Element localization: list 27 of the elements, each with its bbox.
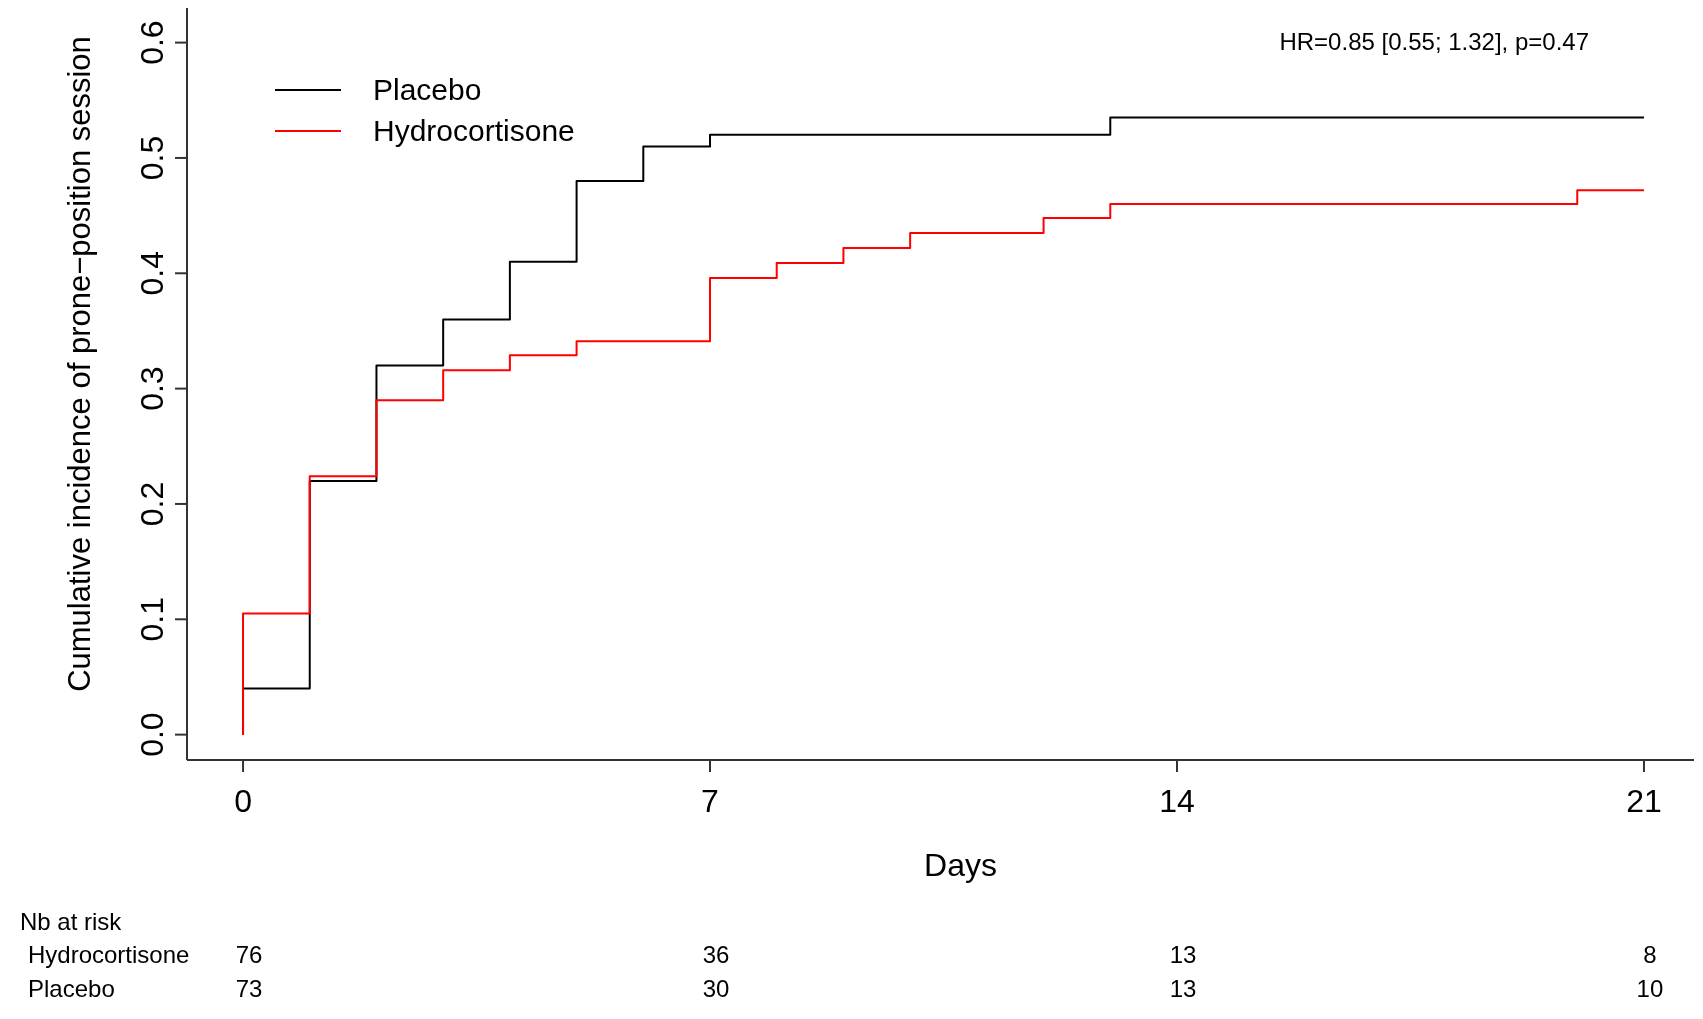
y-tick-label: 0.4 (134, 251, 170, 296)
text: 73 (235, 975, 263, 1002)
x-tick-label: 21 (1626, 783, 1662, 819)
y-tick-label: 0.1 (134, 597, 170, 642)
x-axis-title: Days (924, 847, 997, 883)
text: 10 (1636, 975, 1664, 1002)
text: 76 (235, 941, 263, 968)
text: 8 (1643, 941, 1657, 968)
text: 30 (702, 975, 730, 1002)
text: 36 (702, 941, 730, 968)
y-axis-title: Cumulative incidence of prone−position session (62, 36, 97, 692)
text: Placebo (28, 975, 115, 1002)
text: Hydrocortisone (28, 941, 190, 968)
y-tick-label: 0.0 (134, 712, 170, 757)
legend-label: Hydrocortisone (373, 114, 575, 147)
y-tick-label: 0.5 (134, 135, 170, 181)
y-tick-label: 0.3 (134, 366, 170, 411)
text: 13 (1169, 941, 1197, 968)
x-tick-label: 0 (234, 783, 252, 819)
y-tick-label: 0.6 (134, 20, 170, 65)
text: 13 (1169, 975, 1197, 1002)
text: Nb at risk (20, 908, 123, 935)
x-tick-label: 14 (1159, 783, 1195, 819)
x-tick-label: 7 (701, 783, 719, 819)
annotation: HR=0.85 [0.55; 1.32], p=0.47 (1279, 28, 1589, 55)
legend-label: Placebo (373, 73, 482, 106)
y-tick-label: 0.2 (134, 481, 170, 527)
